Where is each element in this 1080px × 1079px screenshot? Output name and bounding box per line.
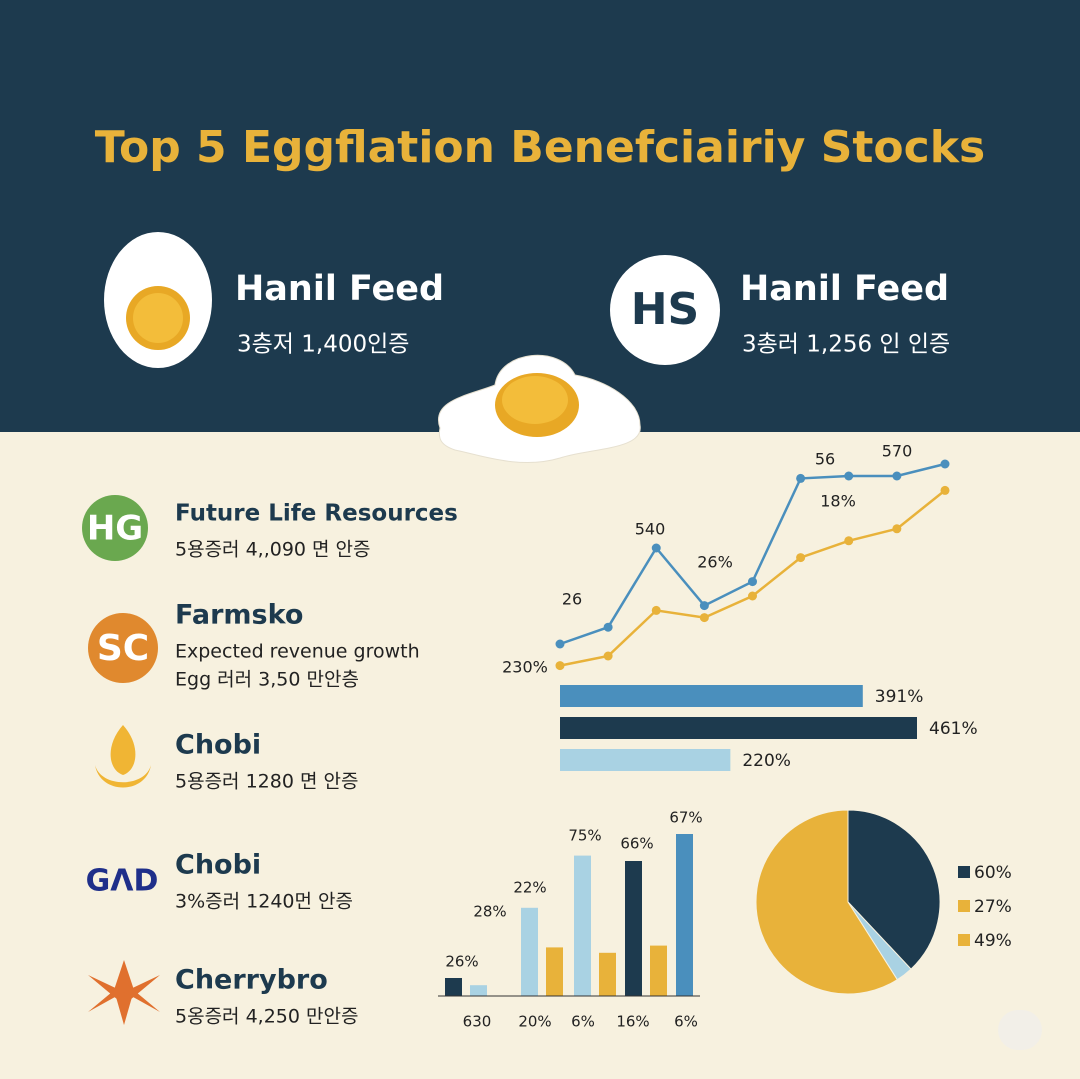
cherrybro-logo <box>88 960 160 1025</box>
x-tick-label: 16% <box>616 1013 649 1031</box>
hs-logo: HS <box>631 284 700 335</box>
line-point <box>603 651 613 661</box>
line-point <box>748 577 757 587</box>
company-logo: SC <box>97 628 149 669</box>
line-point <box>699 613 709 623</box>
bar-annotation: 22% <box>513 879 546 897</box>
hs-badge <box>610 255 720 365</box>
egg-icon <box>104 232 212 368</box>
line-point <box>844 471 854 481</box>
chobi-logo <box>95 725 151 788</box>
bar <box>625 861 642 996</box>
line-point <box>699 601 709 611</box>
company-detail: Expected revenue growth <box>175 641 420 663</box>
logo-badge <box>88 613 158 683</box>
bar-annotation: 67% <box>669 809 702 827</box>
logo-badge <box>82 495 148 561</box>
line-annotation: 26 <box>562 590 582 609</box>
line-point <box>555 661 565 671</box>
company-detail: 3%증러 1240먼 안증 <box>175 891 353 913</box>
legend-label: 27% <box>974 897 1012 917</box>
watermark <box>998 1010 1042 1050</box>
x-tick-label: 20% <box>518 1013 551 1031</box>
bar-annotation: 66% <box>620 835 653 853</box>
bar-annotation: 26% <box>445 953 478 971</box>
company-name: Cherrybro <box>175 965 328 996</box>
company-detail: Egg 러러 3,50 만안층 <box>175 669 359 691</box>
line-point <box>651 543 661 553</box>
x-tick-label: 6% <box>674 1013 698 1031</box>
bar <box>650 945 667 996</box>
line-point <box>748 591 757 601</box>
featured-detail: 3총러 1,256 인 인증 <box>742 332 950 358</box>
company-logo: GΛD <box>86 864 159 899</box>
legend-swatch <box>958 934 970 946</box>
x-tick-label: 630 <box>463 1013 492 1031</box>
hbar-label: 461% <box>929 719 978 739</box>
pie-slice <box>755 809 898 995</box>
bar <box>574 855 591 996</box>
line-point <box>844 536 854 546</box>
company-detail: 5용증러 4,,090 면 안증 <box>175 539 371 561</box>
line-point <box>940 485 950 495</box>
bar <box>521 907 538 996</box>
line-annotation: 540 <box>635 520 666 539</box>
company-detail: 5용증러 1280 면 안증 <box>175 771 358 793</box>
featured-name: Hanil Feed <box>235 269 444 309</box>
company-name: Farmsko <box>175 600 303 631</box>
line-annotation: 570 <box>882 442 913 461</box>
line-point <box>892 471 902 481</box>
line-point <box>651 605 661 615</box>
x-tick-label: 6% <box>571 1013 595 1031</box>
line-point <box>892 524 902 534</box>
line-point <box>940 459 950 469</box>
legend-label: 60% <box>974 863 1012 883</box>
line-annotation: 18% <box>820 492 856 511</box>
hbar <box>560 749 731 771</box>
bar-annotation: 75% <box>568 827 601 845</box>
company-name: Chobi <box>175 730 261 761</box>
bar <box>445 978 462 996</box>
line-point <box>603 622 613 632</box>
featured-name: Hanil Feed <box>740 269 949 309</box>
hbar-label: 391% <box>875 687 924 707</box>
line-point <box>796 553 806 563</box>
line-annotation: 26% <box>697 553 733 572</box>
line-annotation: 230% <box>502 658 548 677</box>
company-logo: HG <box>87 509 143 549</box>
line-point <box>796 473 806 483</box>
line-annotation: 56 <box>815 450 835 469</box>
legend-swatch <box>958 866 970 878</box>
company-name: Future Life Resources <box>175 501 458 527</box>
company-detail: 5옹증러 4,250 만안증 <box>175 1006 358 1028</box>
hbar <box>560 717 917 739</box>
bar <box>546 947 563 996</box>
bar <box>676 834 693 996</box>
hbar-label: 220% <box>742 751 791 771</box>
title: Top 5 Eggflation Benefciairiy Stocks <box>95 122 985 173</box>
fried-egg <box>437 354 641 464</box>
bar <box>470 985 487 996</box>
company-name: Chobi <box>175 850 261 881</box>
line-point <box>555 639 565 649</box>
legend-label: 49% <box>974 931 1012 951</box>
featured-detail: 3층저 1,400인증 <box>237 332 409 358</box>
bar-annotation: 28% <box>473 903 506 921</box>
legend-swatch <box>958 900 970 912</box>
bar <box>599 952 616 996</box>
hbar <box>560 685 863 707</box>
pie-slice <box>847 809 941 970</box>
